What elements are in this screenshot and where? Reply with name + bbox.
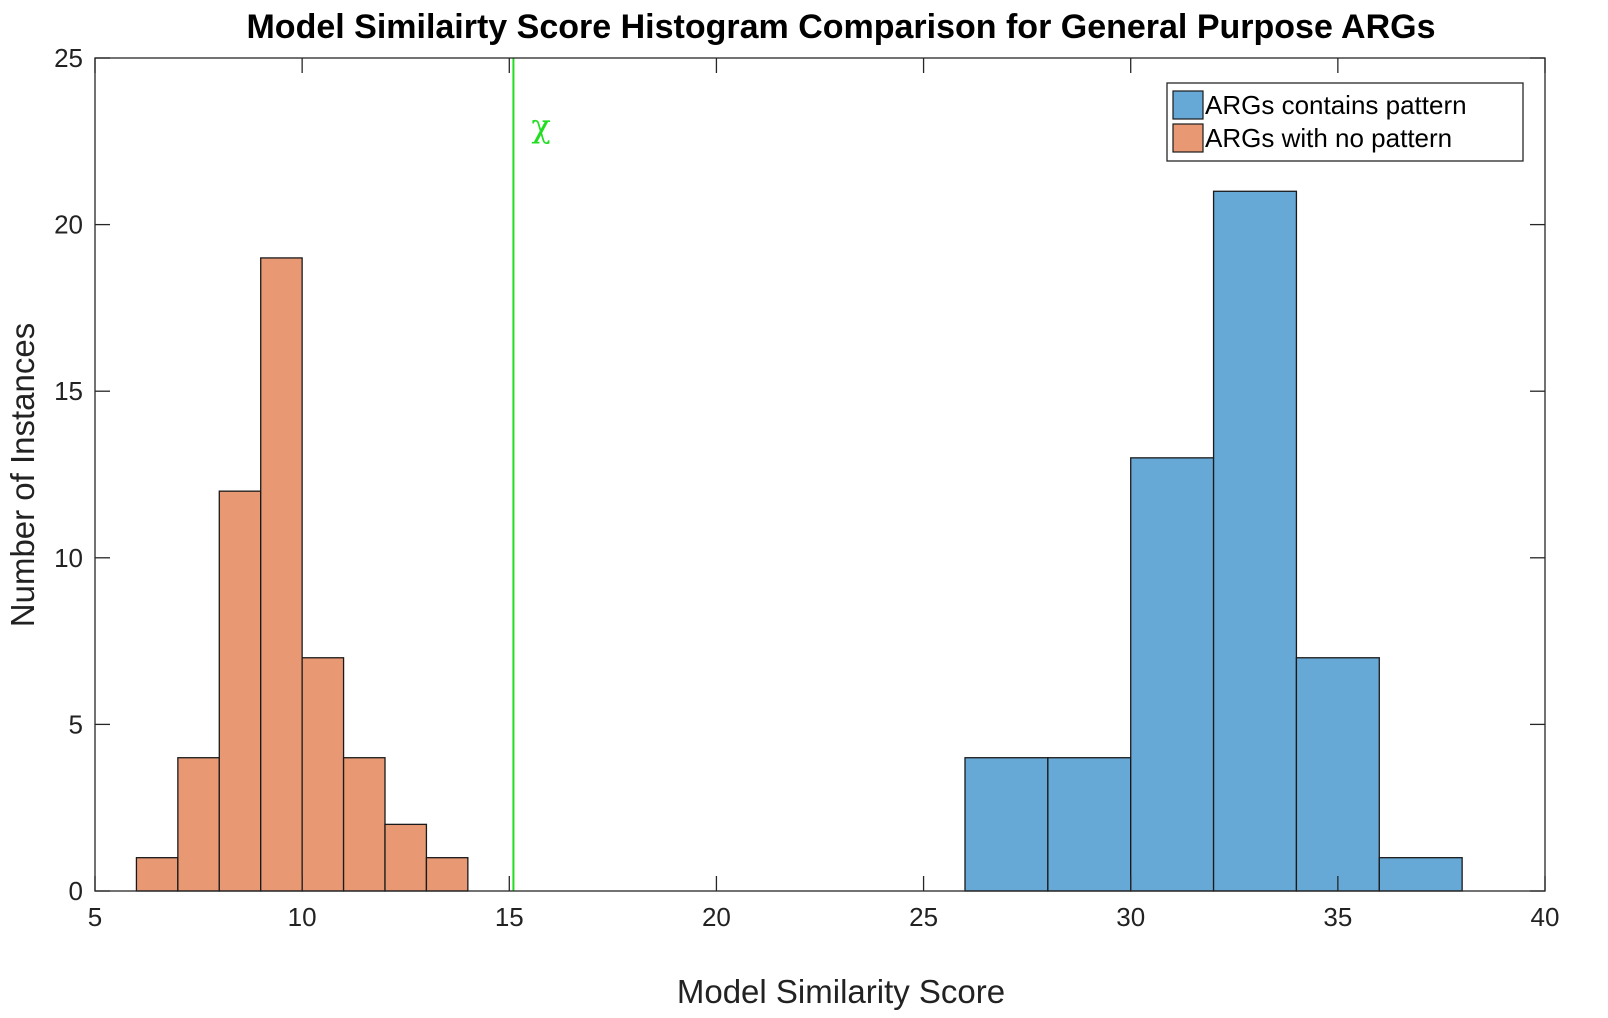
bar-series1-bin3: [1130, 457, 1215, 892]
x-tick-label: 35: [1323, 902, 1352, 932]
bar-series2-bin3: [218, 490, 262, 892]
bar-series1-bin5: [1295, 657, 1380, 892]
legend-label-1: ARGs contains pattern: [1205, 90, 1467, 120]
bar-series2-bin5: [301, 657, 345, 892]
y-axis-label: Number of Instances: [4, 323, 41, 627]
y-tick-label: 15: [54, 376, 83, 406]
bar-series2-bin4: [260, 257, 303, 892]
y-tick-label: 5: [69, 709, 83, 739]
legend-swatch-1: [1172, 90, 1204, 120]
x-tick-label: 5: [88, 902, 102, 932]
x-tick-label: 25: [909, 902, 938, 932]
bar-series2-bin8: [425, 857, 469, 892]
chart-title: Model Similairty Score Histogram Compari…: [246, 8, 1435, 46]
threshold-label: χ: [531, 107, 550, 145]
bar-series1-bin6: [1378, 857, 1463, 892]
bar-series1-bin2: [1047, 757, 1132, 892]
bar-series2-bin1: [135, 857, 179, 892]
bar-series2-bin2: [177, 757, 220, 892]
bar-series1-bin4: [1212, 190, 1298, 892]
x-tick-label: 30: [1116, 902, 1145, 932]
x-tick-label: 20: [702, 902, 731, 932]
axes-group: [94, 57, 1546, 892]
y-tick-label: 20: [54, 210, 83, 240]
plot-frame: [94, 57, 1546, 892]
y-tick-label: 0: [69, 876, 83, 906]
x-tick-label: 40: [1531, 902, 1560, 932]
legend-box: [1166, 82, 1524, 162]
x-axis-label: Model Similarity Score: [677, 973, 1005, 1010]
y-tick-label: 25: [54, 43, 83, 73]
x-tick-label: 10: [288, 902, 317, 932]
bar-series2-bin7: [384, 823, 428, 892]
bars-group: [135, 190, 1463, 892]
threshold-group: χ: [512, 58, 551, 891]
bar-series2-bin6: [342, 757, 386, 892]
legend-label-2: ARGs with no pattern: [1205, 123, 1452, 153]
y-tick-label: 10: [54, 543, 83, 573]
legend-swatch-2: [1172, 123, 1204, 153]
x-tick-label: 15: [495, 902, 524, 932]
bar-series1-bin1: [964, 757, 1049, 892]
